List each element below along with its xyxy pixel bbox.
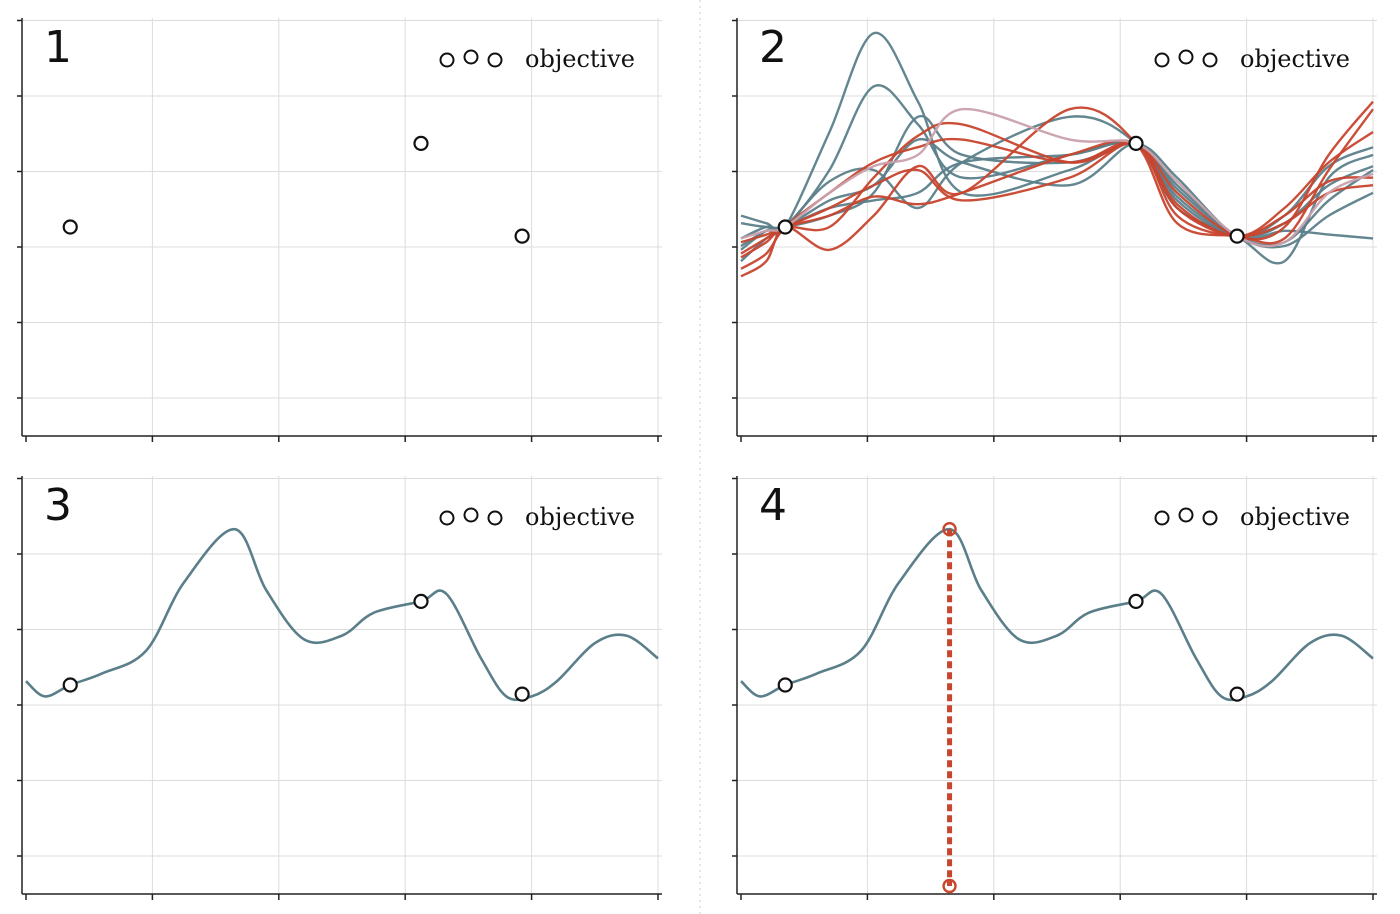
panel-number: 3 — [44, 480, 72, 531]
legend-marker — [1178, 507, 1194, 523]
sample-curve — [740, 107, 1374, 248]
proposal-bottom-marker — [942, 878, 957, 894]
chart-panel-4: 4 objective — [732, 476, 1377, 900]
legend-marker — [1154, 510, 1170, 526]
legend-marker — [1202, 510, 1218, 526]
plot-area — [740, 527, 1374, 702]
objective-curve — [25, 527, 659, 702]
legend-marker — [487, 510, 503, 526]
legend-marker — [1154, 52, 1170, 68]
objective-curve — [740, 527, 1374, 702]
legend-marker — [1202, 52, 1218, 68]
panel-number: 4 — [759, 480, 787, 531]
plot-area — [740, 31, 1374, 278]
observation-point — [514, 228, 530, 244]
observation-point — [413, 135, 429, 151]
legend-marker — [1178, 49, 1194, 65]
panel-number: 1 — [44, 22, 72, 73]
legend-label: objective — [525, 503, 635, 531]
observation-point — [1128, 593, 1144, 610]
sample-curve — [740, 106, 1374, 278]
legend-marker — [463, 49, 479, 65]
sample-curve — [740, 141, 1374, 244]
chart-panel-3: 3 objective — [17, 476, 662, 900]
plot-area — [25, 527, 659, 702]
observation-point — [1229, 228, 1245, 244]
observation-point — [1128, 135, 1144, 151]
legend-label: objective — [525, 45, 635, 73]
observation-point — [413, 593, 429, 610]
panel-number: 2 — [759, 22, 787, 73]
sample-curve — [740, 131, 1374, 255]
legend-marker — [463, 507, 479, 523]
legend-label: objective — [1240, 503, 1350, 531]
observation-point — [514, 686, 530, 702]
chart-panel-2: 2 objective — [732, 18, 1377, 442]
observation-point — [1229, 686, 1245, 702]
observation-point — [62, 677, 78, 693]
sample-curve — [740, 100, 1374, 259]
proposal-top-marker — [942, 522, 957, 537]
legend-marker — [439, 52, 455, 68]
observation-point — [777, 219, 793, 235]
legend-marker — [487, 52, 503, 68]
observation-point — [777, 677, 793, 693]
chart-panel-1: 1 objective — [17, 18, 662, 442]
legend-label: objective — [1240, 45, 1350, 73]
observation-point — [62, 219, 78, 235]
legend-marker — [439, 510, 455, 526]
